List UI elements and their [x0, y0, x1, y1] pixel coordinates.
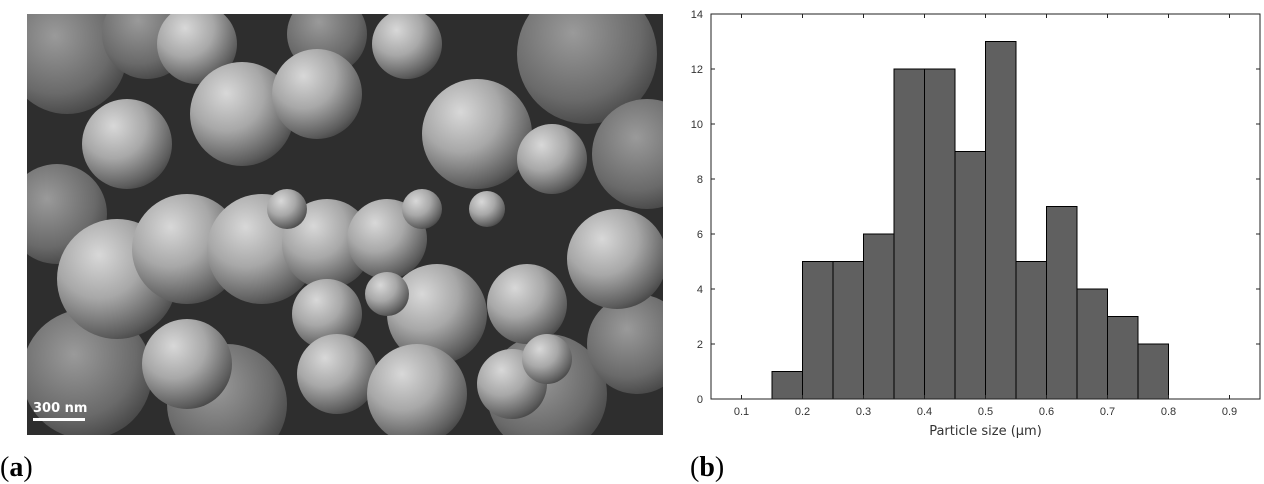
y-tick-label: 2 [697, 339, 703, 351]
histogram-bar-8 [1015, 261, 1047, 400]
y-tick-label: 6 [697, 229, 703, 241]
histogram-bar-3 [863, 233, 895, 400]
x-tick-label: 0.5 [978, 406, 993, 418]
histogram-bar-5 [924, 68, 956, 400]
histogram-bar-12 [1137, 343, 1169, 400]
scale-bar-label: 300 nm [33, 401, 87, 416]
x-axis-title: Particle size (μm) [929, 424, 1042, 439]
chart-axes [710, 13, 1261, 400]
histogram-bars [771, 41, 1169, 400]
y-tick-label: 4 [697, 284, 703, 296]
particle-size-histogram: 0.1 0.2 0.3 0.4 0.5 0.6 0.7 0.8 0.9 02468101214 … [691, 9, 1261, 439]
y-tick-label: 14 [691, 9, 703, 21]
histogram-bar-9 [1046, 206, 1078, 400]
x-tick-label: 0.6 [1039, 406, 1054, 418]
y-tick-label: 12 [691, 64, 703, 76]
scale-bar-line [33, 418, 85, 421]
panel-label-b: (b) [690, 452, 725, 483]
histogram-bar-2 [832, 261, 864, 400]
x-tick-label: 0.3 [856, 406, 871, 418]
sem-micrograph: 300 nm [27, 14, 663, 435]
y-tick-label: 8 [697, 174, 703, 186]
x-tick-label: 0.4 [917, 406, 932, 418]
y-tick-label: 0 [697, 394, 703, 406]
histogram-bar-6 [954, 151, 986, 400]
histogram-bar-7 [985, 41, 1017, 400]
x-tick-labels: 0.1 0.2 0.3 0.4 0.5 0.6 0.7 0.8 0.9 [734, 406, 1237, 418]
x-tick-label: 0.1 [734, 406, 749, 418]
x-tick-label: 0.2 [795, 406, 810, 418]
histogram-bar-11 [1107, 316, 1139, 400]
y-tick-labels: 0 2 4 6 8 10 12 14 [691, 9, 703, 406]
x-tick-label: 0.9 [1222, 406, 1237, 418]
histogram-bar-10 [1076, 288, 1108, 400]
panel-label-a: (a) [0, 452, 33, 483]
histogram-bar-0 [771, 371, 803, 400]
x-tick-label: 0.8 [1161, 406, 1176, 418]
histogram-bar-1 [802, 261, 834, 400]
sem-image-drawing: 300 nm [27, 14, 663, 435]
x-tick-label: 0.7 [1100, 406, 1115, 418]
histogram-bar-4 [893, 68, 925, 400]
y-tick-label: 10 [691, 119, 703, 131]
